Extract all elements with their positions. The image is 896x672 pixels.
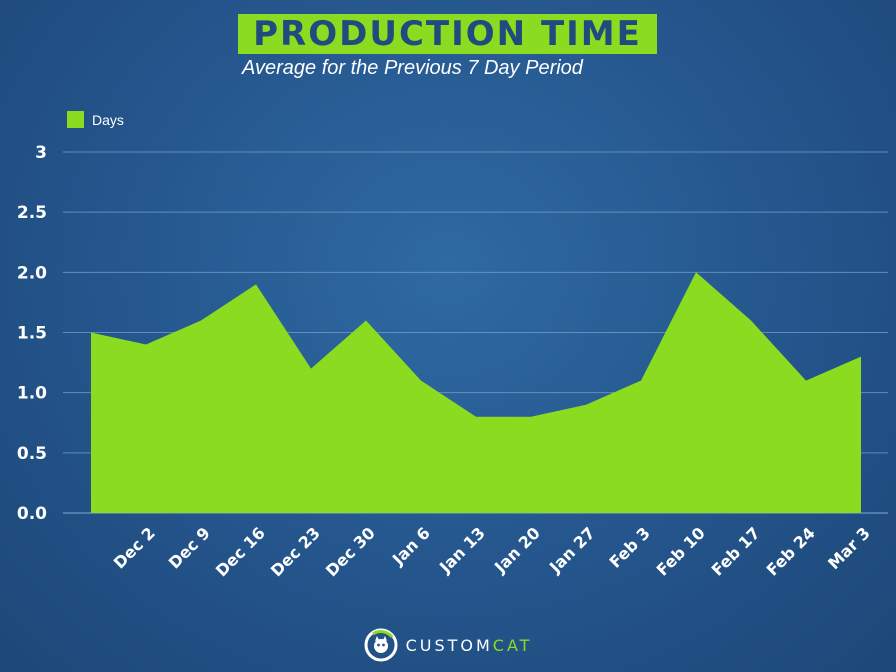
area-layer [90, 272, 862, 513]
x-tick-label: Dec 2 [110, 523, 159, 572]
x-tick-label: Mar 3 [824, 523, 874, 573]
y-tick-label: 0.5 [17, 444, 47, 464]
y-tick-label: 1.0 [17, 384, 47, 404]
x-tick-label: Jan 27 [545, 523, 599, 577]
x-tick-label: Jan 13 [435, 523, 489, 577]
y-tick-label: 0.0 [17, 504, 47, 524]
x-tick-label: Feb 3 [606, 523, 654, 571]
x-tick-label: Dec 16 [212, 523, 269, 580]
x-tick-label: Feb 17 [708, 523, 764, 579]
chart-title-box: PRODUCTION TIME [238, 14, 657, 54]
area-series-days [91, 272, 861, 513]
x-tick-label: Feb 24 [763, 523, 819, 579]
chart-subtitle: Average for the Previous 7 Day Period [242, 57, 583, 79]
legend-swatch [67, 111, 84, 128]
y-axis-labels: 0.0 0.5 1.0 1.5 2.0 2.5 3 [17, 143, 47, 524]
x-tick-label: Dec 30 [322, 523, 379, 580]
chart-title: PRODUCTION TIME [253, 14, 642, 54]
y-tick-label: 2.0 [17, 263, 47, 283]
y-tick-label: 2.5 [17, 203, 47, 223]
customcat-logo-icon [364, 628, 398, 662]
brand-name: CUSTOMCAT [405, 635, 533, 655]
legend: Days [67, 111, 124, 128]
x-tick-label: Dec 23 [267, 523, 324, 580]
brand-footer: CUSTOMCAT [0, 628, 896, 662]
y-tick-label: 3 [35, 143, 47, 163]
x-tick-label: Dec 9 [165, 523, 214, 572]
y-tick-label: 1.5 [17, 324, 47, 344]
x-tick-label: Jan 20 [490, 523, 544, 577]
legend-label: Days [92, 111, 124, 128]
x-tick-label: Jan 6 [388, 523, 434, 569]
x-tick-label: Feb 10 [653, 523, 709, 579]
